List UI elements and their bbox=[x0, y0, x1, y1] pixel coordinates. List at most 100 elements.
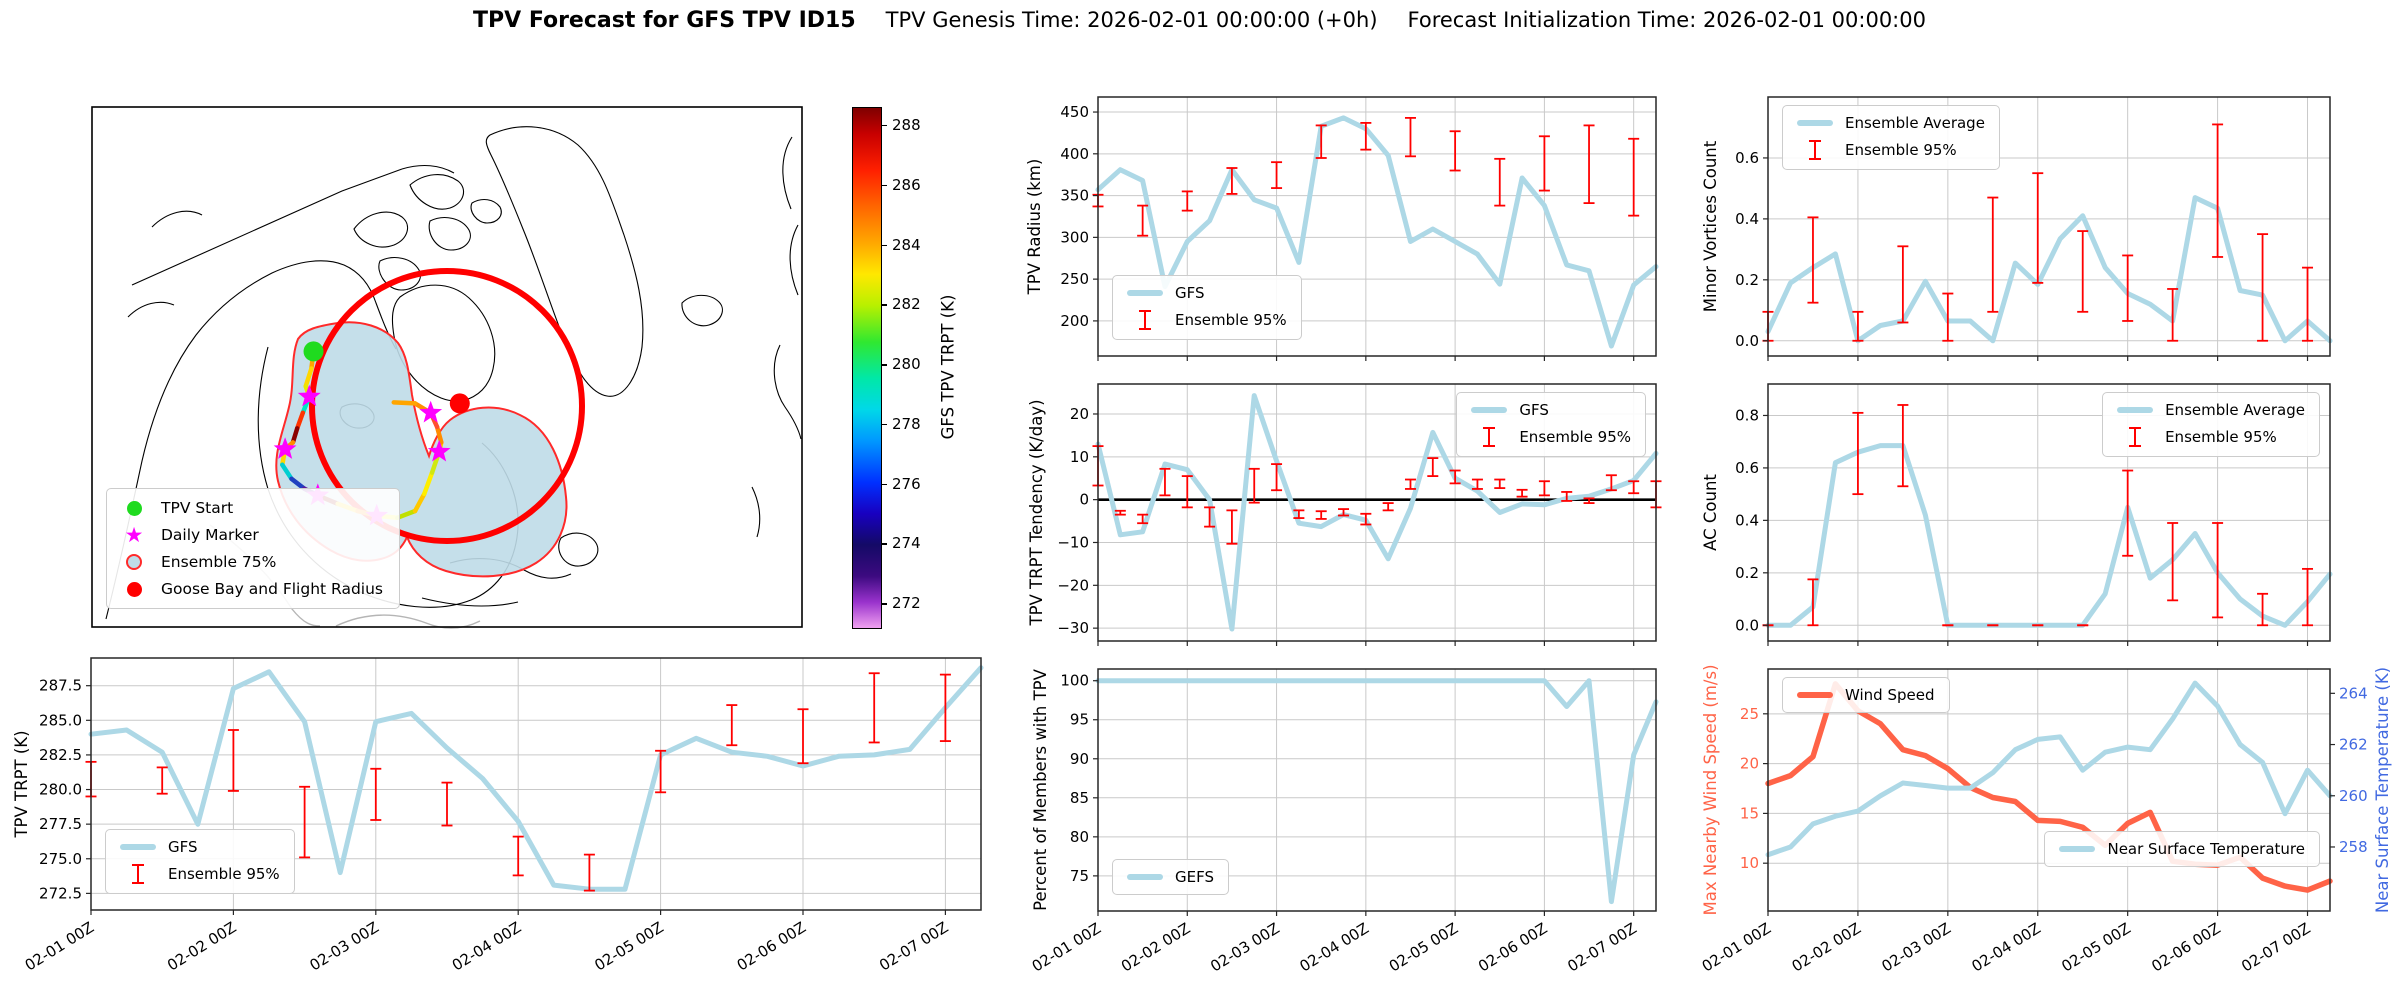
svg-text:0.2: 0.2 bbox=[1735, 271, 1759, 289]
y-axis-label: TPV TRPT (K) bbox=[12, 730, 31, 838]
svg-text:85: 85 bbox=[1070, 789, 1089, 807]
colorbar-tick bbox=[881, 244, 887, 246]
colorbar-tick-label: 286 bbox=[892, 175, 921, 194]
svg-text:350: 350 bbox=[1060, 187, 1089, 205]
map-legend-label: Ensemble 75% bbox=[161, 553, 277, 571]
legend: GEFS bbox=[1112, 859, 1229, 895]
svg-text:0.8: 0.8 bbox=[1735, 406, 1759, 424]
x-tick-labels: 02-01 00Z 02-02 00Z 02-03 00Z 02-04 00Z 02-0… bbox=[1699, 919, 2314, 975]
legend-item-wind-speed: Wind Speed bbox=[1797, 686, 1935, 704]
chart-wind: 10 15 20 25 258 260 262 264 Near Surface Tempera… bbox=[1699, 664, 2392, 975]
legend-item-ensemble-95: Ensemble 95% bbox=[1797, 139, 1985, 161]
svg-text:0.4: 0.4 bbox=[1735, 210, 1759, 228]
colorbar-tick bbox=[881, 124, 887, 127]
colorbar-tick bbox=[881, 184, 887, 187]
svg-text:20: 20 bbox=[1740, 755, 1759, 773]
svg-text:400: 400 bbox=[1060, 145, 1089, 163]
colorbar-tick-label: 284 bbox=[892, 235, 921, 254]
y-axis-label: Percent of Members with TPV bbox=[1031, 668, 1050, 910]
svg-text:200: 200 bbox=[1060, 312, 1089, 330]
legend-item-gefs: GEFS bbox=[1127, 868, 1214, 886]
colorbar-tick-label: 274 bbox=[892, 534, 921, 553]
svg-text:25: 25 bbox=[1740, 705, 1759, 723]
svg-text:0.4: 0.4 bbox=[1735, 511, 1759, 529]
svg-text:02-03 00Z: 02-03 00Z bbox=[1879, 919, 1954, 975]
goose-bay-icon bbox=[123, 581, 145, 597]
legend-label: Wind Speed bbox=[1845, 686, 1935, 704]
ensemble-95-bars bbox=[1762, 404, 2314, 627]
y-tick-labels: 10 15 20 25 bbox=[1740, 705, 1759, 872]
line-swatch-icon bbox=[2117, 407, 2154, 413]
colorbar-tick-label: 288 bbox=[892, 115, 921, 134]
map-legend-item-ensemble: Ensemble 75% bbox=[123, 553, 383, 571]
gfs-line bbox=[88, 665, 984, 892]
map-border bbox=[91, 106, 803, 628]
ensemble-95-bars bbox=[1092, 445, 1662, 545]
daily-marker-star bbox=[273, 437, 297, 459]
legend-item-ensemble-95: Ensemble 95% bbox=[1127, 309, 1287, 331]
map-legend-item-daily: ★ Daily Marker bbox=[123, 522, 383, 547]
colorbar-tick bbox=[881, 603, 887, 605]
svg-text:0.0: 0.0 bbox=[1735, 332, 1759, 350]
line-swatch-icon bbox=[1797, 692, 1833, 698]
y-tick-labels: 272.5 275.0 277.5 280.0 282.5 285.0 287.5 bbox=[39, 677, 82, 903]
line-swatch-icon bbox=[1471, 407, 1508, 413]
svg-text:262: 262 bbox=[2339, 736, 2368, 754]
svg-text:20: 20 bbox=[1070, 405, 1089, 423]
legend: GFS Ensemble 95% bbox=[105, 829, 295, 894]
svg-text:02-07 00Z: 02-07 00Z bbox=[876, 918, 951, 974]
svg-text:282.5: 282.5 bbox=[39, 746, 82, 764]
svg-text:02-01 00Z: 02-01 00Z bbox=[22, 918, 97, 974]
legend-item-gfs: GFS bbox=[120, 838, 280, 856]
gefs-line bbox=[1095, 678, 1659, 905]
svg-text:02-02 00Z: 02-02 00Z bbox=[164, 918, 239, 974]
colorbar-tick bbox=[881, 304, 887, 306]
svg-text:0.2: 0.2 bbox=[1735, 564, 1759, 582]
svg-text:02-05 00Z: 02-05 00Z bbox=[1386, 919, 1461, 975]
line-swatch-icon bbox=[120, 844, 156, 850]
plot-border bbox=[1767, 668, 2331, 912]
svg-text:10: 10 bbox=[1070, 448, 1089, 466]
legend-label: GEFS bbox=[1175, 868, 1214, 886]
svg-text:10: 10 bbox=[1740, 854, 1759, 872]
svg-text:450: 450 bbox=[1060, 103, 1089, 121]
colorbar-tick bbox=[881, 543, 887, 545]
line-swatch-icon bbox=[1127, 290, 1163, 296]
svg-text:287.5: 287.5 bbox=[39, 677, 82, 695]
daily-marker-icon: ★ bbox=[124, 522, 144, 547]
svg-text:260: 260 bbox=[2339, 787, 2368, 805]
gfs-line bbox=[1095, 393, 1659, 632]
svg-text:0.6: 0.6 bbox=[1735, 149, 1759, 167]
svg-text:−30: −30 bbox=[1057, 619, 1089, 637]
colorbar-tick-label: 276 bbox=[892, 474, 921, 493]
chart-ac: 0.0 0.2 0.4 0.6 0.8 AC Count Ensemble Average E… bbox=[1701, 383, 2333, 646]
legend-label: Ensemble Average bbox=[1845, 114, 1985, 132]
colorbar-tick-label: 278 bbox=[892, 414, 921, 433]
axis-ticks bbox=[1093, 413, 1635, 646]
legend: Ensemble Average Ensemble 95% bbox=[1782, 105, 2000, 170]
svg-text:02-05 00Z: 02-05 00Z bbox=[591, 918, 666, 974]
legend-label: Ensemble 95% bbox=[1175, 311, 1287, 329]
svg-text:02-04 00Z: 02-04 00Z bbox=[1968, 919, 2043, 975]
map-legend-label: TPV Start bbox=[161, 499, 234, 517]
legend-label: Ensemble 95% bbox=[1519, 428, 1631, 446]
y-axis-label: TPV TRPT Tendency (K/day) bbox=[1027, 399, 1046, 626]
daily-marker-star bbox=[427, 439, 451, 462]
svg-text:02-07 00Z: 02-07 00Z bbox=[2238, 919, 2313, 975]
legend-item-ensemble-95: Ensemble 95% bbox=[2117, 426, 2305, 448]
plot-border bbox=[1767, 383, 2331, 642]
figure-title: TPV Forecast for GFS TPV ID15 TPV Genesi… bbox=[0, 8, 2399, 33]
svg-text:02-04 00Z: 02-04 00Z bbox=[1297, 919, 1372, 975]
svg-text:02-06 00Z: 02-06 00Z bbox=[734, 918, 809, 974]
chart-trpt: 272.5 275.0 277.5 280.0 282.5 285.0 287.5 02-01… bbox=[12, 657, 984, 975]
svg-text:275.0: 275.0 bbox=[39, 850, 82, 868]
axis-ticks bbox=[1763, 713, 2309, 916]
y-axis-label: Minor Vortices Count bbox=[1701, 140, 1720, 312]
track-map-panel: TPV Start ★ Daily Marker Ensemble 75% Go… bbox=[91, 106, 803, 629]
svg-text:285.0: 285.0 bbox=[39, 711, 82, 729]
y-axis-label: TPV Radius (km) bbox=[1025, 159, 1044, 296]
svg-text:90: 90 bbox=[1070, 750, 1089, 768]
svg-text:02-06 00Z: 02-06 00Z bbox=[2148, 919, 2223, 975]
errorbar-swatch-icon bbox=[1139, 310, 1151, 330]
plot-border bbox=[1097, 668, 1657, 912]
